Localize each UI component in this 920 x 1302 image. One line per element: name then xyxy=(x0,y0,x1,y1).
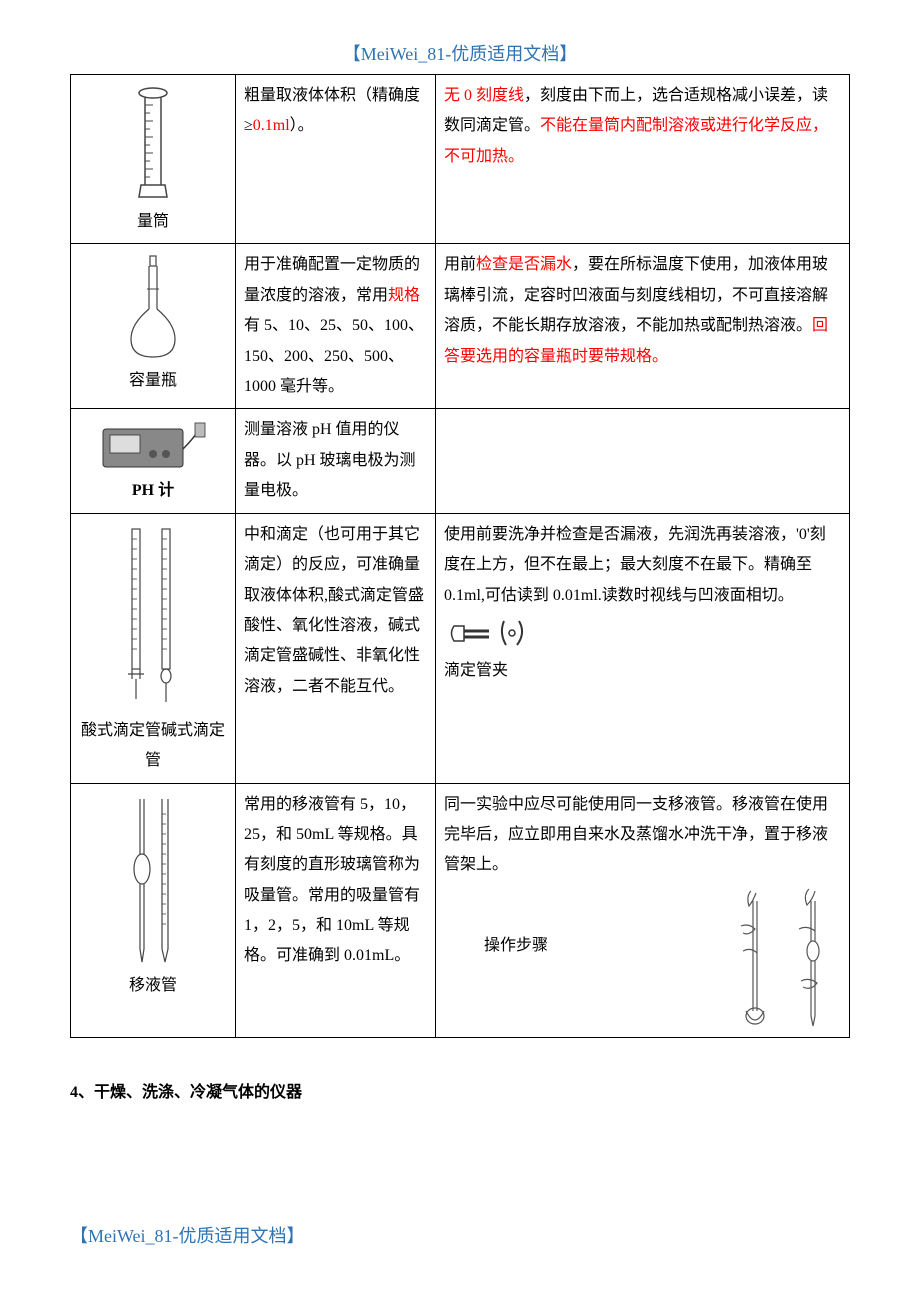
notes-cell: 无 0 刻度线，刻度由下而上，选合适规格减小误差，读数同滴定管。不能在量筒内配制… xyxy=(436,75,850,244)
clip-label: 滴定管夹 xyxy=(444,662,508,679)
instrument-label: PH 计 xyxy=(79,476,227,506)
instrument-label: 酸式滴定管碱式滴定管 xyxy=(79,716,227,777)
ph-meter-icon xyxy=(98,419,208,474)
pipette-operation-icon xyxy=(731,881,841,1031)
burette-icon xyxy=(118,524,188,714)
page-footer: 【MeiWei_81-优质适用文档】 xyxy=(70,1222,850,1248)
page-header: 【MeiWei_81-优质适用文档】 xyxy=(70,40,850,66)
highlight-text: 无 0 刻度线 xyxy=(444,87,524,104)
burette-clamp-icon xyxy=(444,611,544,656)
text: 有 5、10、25、50、100、150、200、250、500、1000 毫升… xyxy=(244,317,424,395)
usage-cell: 常用的移液管有 5，10，25，和 50mL 等规格。具有刻度的直形玻璃管称为吸… xyxy=(236,783,436,1037)
usage-cell: 测量溶液 pH 值用的仪器。以 pH 玻璃电极为测量电极。 xyxy=(236,409,436,513)
text: 使用前要洗净并检查是否漏液，先润洗再装溶液，'0'刻度在上方，但不在最上；最大刻… xyxy=(444,526,826,604)
section-heading: 4、干燥、洗涤、冷凝气体的仪器 xyxy=(70,1078,850,1102)
operation-steps-label: 操作步骤 xyxy=(484,931,548,961)
table-row: 量筒 粗量取液体体积（精确度 ≥0.1ml）。 无 0 刻度线，刻度由下而上，选合… xyxy=(71,75,850,244)
instrument-label: 容量瓶 xyxy=(79,366,227,396)
text: 用前 xyxy=(444,256,476,273)
text: 同一实验中应尽可能使用同一支移液管。移液管在使用完毕后，应立即用自来水及蒸馏水冲… xyxy=(444,796,828,874)
usage-cell: 用于准确配置一定物质的量浓度的溶液，常用规格有 5、10、25、50、100、1… xyxy=(236,244,436,409)
text: ）。 xyxy=(290,117,314,134)
table-row: PH 计 测量溶液 pH 值用的仪器。以 pH 玻璃电极为测量电极。 xyxy=(71,409,850,513)
usage-cell: 粗量取液体体积（精确度 ≥0.1ml）。 xyxy=(236,75,436,244)
volumetric-flask-icon xyxy=(123,254,183,364)
section-title: 、干燥、洗涤、冷凝气体的仪器 xyxy=(78,1084,302,1101)
notes-cell xyxy=(436,409,850,513)
pipette-icon xyxy=(128,794,178,969)
text: ≥ xyxy=(244,117,253,134)
table-row: 容量瓶 用于准确配置一定物质的量浓度的溶液，常用规格有 5、10、25、50、1… xyxy=(71,244,850,409)
highlight-text: 0.1ml xyxy=(253,117,290,134)
table-row: 酸式滴定管碱式滴定管 中和滴定（也可用于其它滴定）的反应，可准确量取液体体积,酸… xyxy=(71,513,850,783)
instrument-table: 量筒 粗量取液体体积（精确度 ≥0.1ml）。 无 0 刻度线，刻度由下而上，选合… xyxy=(70,74,850,1038)
instrument-label: 量筒 xyxy=(79,207,227,237)
highlight-text: 检查是否漏水 xyxy=(476,256,572,273)
notes-cell: 同一实验中应尽可能使用同一支移液管。移液管在使用完毕后，应立即用自来水及蒸馏水冲… xyxy=(436,783,850,1037)
instrument-label: 移液管 xyxy=(79,971,227,1001)
text: 粗量取液体体积（精确度 xyxy=(244,87,420,104)
section-number: 4 xyxy=(70,1084,78,1101)
notes-cell: 用前检查是否漏水，要在所标温度下使用，加液体用玻璃棒引流，定容时凹液面与刻度线相… xyxy=(436,244,850,409)
notes-cell: 使用前要洗净并检查是否漏液，先润洗再装溶液，'0'刻度在上方，但不在最上；最大刻… xyxy=(436,513,850,783)
table-row: 移液管 常用的移液管有 5，10，25，和 50mL 等规格。具有刻度的直形玻璃… xyxy=(71,783,850,1037)
highlight-text: 规格 xyxy=(388,287,420,304)
usage-cell: 中和滴定（也可用于其它滴定）的反应，可准确量取液体体积,酸式滴定管盛酸性、氧化性… xyxy=(236,513,436,783)
graduated-cylinder-icon xyxy=(133,85,173,205)
